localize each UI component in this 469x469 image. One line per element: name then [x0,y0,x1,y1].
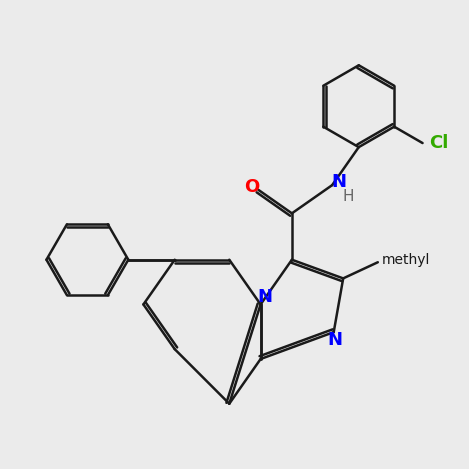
Text: N: N [257,288,272,306]
Text: methyl: methyl [382,253,431,267]
Text: Cl: Cl [429,134,448,152]
Text: H: H [343,189,354,204]
Text: N: N [327,331,342,349]
Text: N: N [331,174,346,191]
Text: O: O [244,178,259,196]
